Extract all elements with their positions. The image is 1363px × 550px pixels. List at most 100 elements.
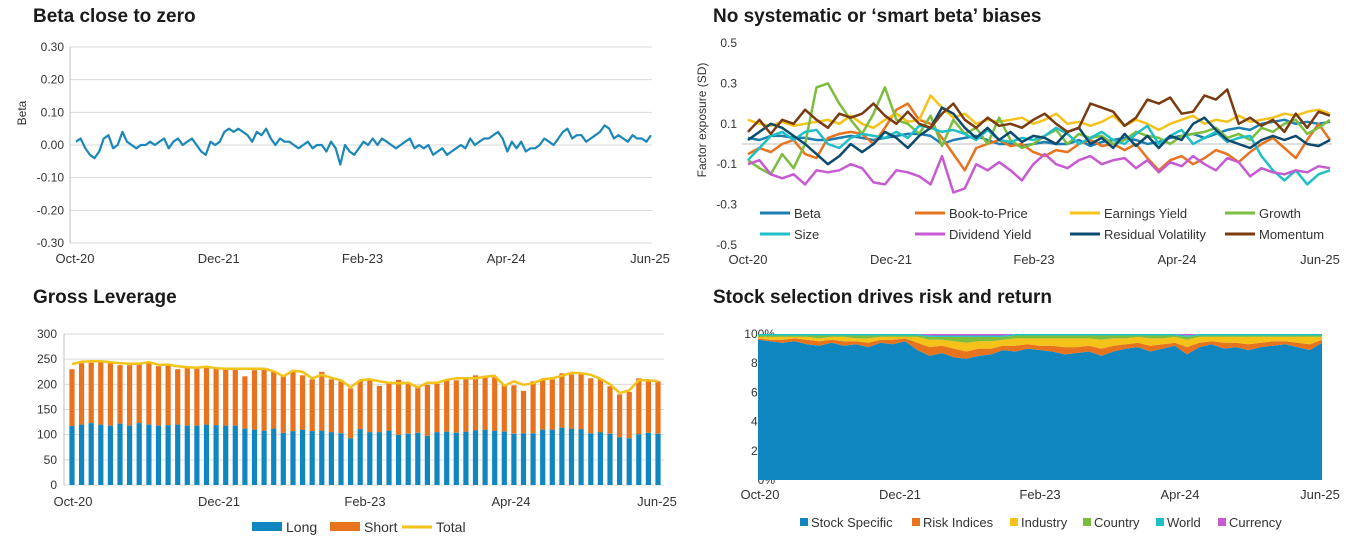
long-bar [261,430,267,485]
short-bar [520,390,527,434]
short-bar [444,379,450,432]
x-tick-label: Oct-20 [55,251,94,266]
legend-label: Total [436,519,466,535]
risk-area [758,335,1322,343]
legend-swatch [1010,518,1018,526]
x-tick-label: Dec-21 [198,494,240,509]
legend-swatch [330,522,360,531]
short-bar [348,388,354,439]
short-bar [242,376,248,429]
long-bar [530,433,536,485]
short-bar [261,369,267,431]
short-bar [232,369,238,426]
short-bar [319,371,325,431]
legend-label: World [1167,515,1201,530]
long-bar [146,424,152,485]
x-tick-label: Jun-25 [637,494,677,509]
beta-chart-title: Beta close to zero [33,6,196,27]
legend-label: Growth [1259,206,1301,221]
y-tick-label: 0.00 [41,138,65,152]
short-bar [568,374,575,429]
long-bar [386,430,392,485]
long-bar [117,423,123,485]
short-bar [636,378,642,435]
factor-series-line [747,106,1331,166]
short-bar [213,367,219,426]
long-bar [127,425,133,485]
long-bar [472,430,479,485]
long-bar [559,427,565,485]
long-bar [242,428,248,485]
short-bar [300,375,306,430]
short-bar [607,386,613,434]
short-bar [511,385,517,434]
legend-label: Momentum [1259,227,1324,242]
y-tick-label: 0.20 [41,73,65,87]
y-tick-label: -0.5 [716,238,737,252]
legend-swatch [1156,518,1164,526]
factor-series-line [747,88,1331,136]
short-bar [434,383,440,433]
risk-area [758,334,1322,336]
x-tick-label: Apr-24 [491,494,530,509]
long-bar [549,429,555,485]
short-bar [424,384,430,436]
long-bar [251,429,258,485]
long-bar [319,430,325,485]
short-bar [136,364,142,424]
long-bar [511,433,517,485]
risk-chart-title: Stock selection drives risk and return [713,287,1052,308]
long-bar [645,432,651,485]
short-bar [597,378,603,433]
short-bar [79,363,85,425]
short-bar [559,373,565,428]
long-bar [617,437,623,485]
legend-swatch [912,518,920,526]
long-bar [194,425,200,485]
x-tick-label: Feb-23 [1013,252,1054,267]
long-bar [136,423,142,485]
x-tick-label: Jun-25 [1300,487,1340,502]
x-tick-label: Oct-20 [740,487,779,502]
short-bar [549,379,555,430]
beta-series-line [75,124,652,166]
y-tick-label: 0.3 [720,76,737,90]
legend-label: Country [1094,515,1140,530]
long-bar [540,429,546,485]
y-tick-label: 0.5 [720,36,737,50]
legend-label: Stock Specific [811,515,893,530]
short-bar [472,375,479,431]
long-bar [328,432,334,485]
short-bar [482,375,488,430]
legend-label: Book-to-Price [949,206,1028,221]
short-bar [98,361,104,425]
long-bar [155,425,162,485]
short-bar [501,384,507,432]
short-bar [88,362,94,424]
long-bar [79,424,85,485]
long-bar [444,431,450,485]
x-tick-label: Apr-24 [1157,252,1196,267]
short-bar [540,379,546,430]
legend-label: Currency [1229,515,1282,530]
long-bar [434,432,440,485]
y-axis-label: Beta [15,100,29,125]
short-bar [405,383,411,434]
legend-label: Short [364,519,398,535]
factor-chart-title: No systematic or ‘smart beta’ biases [713,6,1042,27]
y-tick-label: 150 [37,403,57,417]
y-tick-label: 250 [37,352,57,366]
long-bar [424,435,430,485]
long-bar [588,433,594,485]
legend-swatch [252,522,282,531]
short-bar [492,377,498,431]
long-bar [655,433,661,485]
short-bar [117,365,123,424]
long-bar [463,431,469,485]
x-tick-label: Jun-25 [1300,252,1340,267]
y-tick-label: -0.3 [716,198,737,212]
short-bar [655,381,661,434]
long-bar [309,431,315,485]
long-bar [568,428,575,485]
long-bar [165,425,171,485]
